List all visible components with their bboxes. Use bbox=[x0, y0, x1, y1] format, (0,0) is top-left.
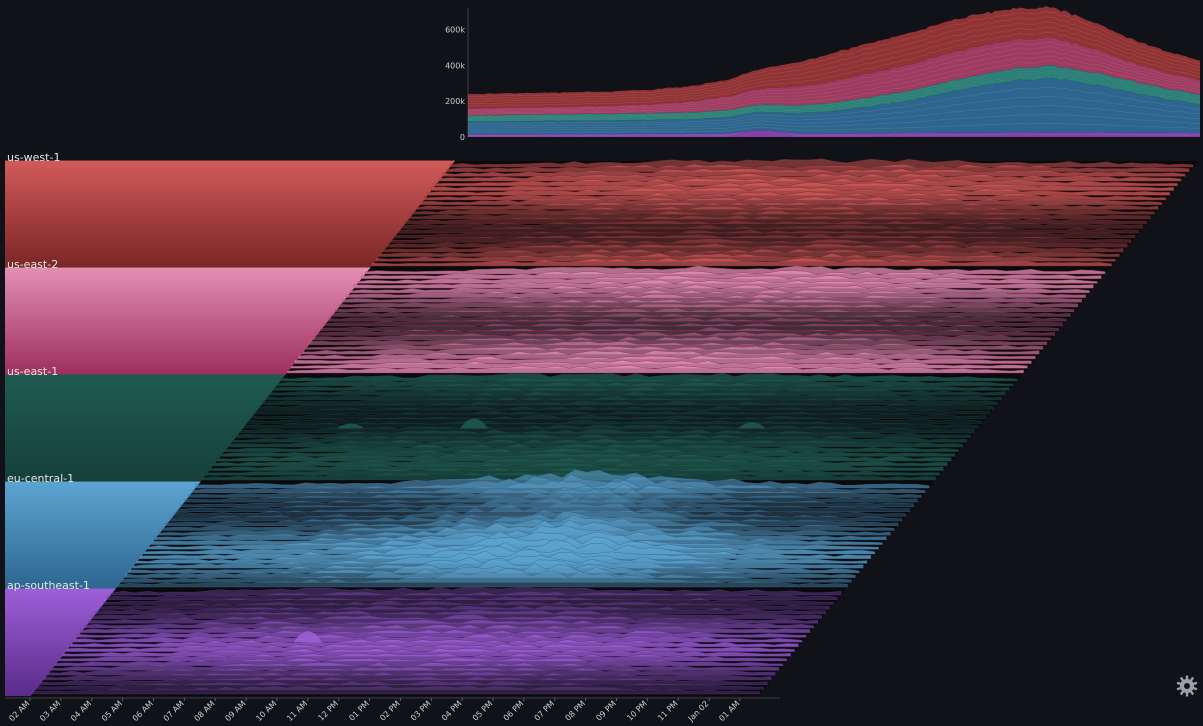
ridgeline-chart: 02 AM 03 AM 04 AM 05 AM 06 AM 07 AM 08 AM 09 AM… bbox=[5, 158, 1198, 724]
mini-series-us-west-1 bbox=[468, 6, 1200, 109]
band-panel-us-east-2 bbox=[5, 268, 371, 375]
mini-series-lines-ap-southeast-1 bbox=[468, 130, 1200, 137]
x-tick-label: 05 AM bbox=[100, 699, 124, 723]
x-tick-label: 12 PM bbox=[316, 699, 340, 723]
peak-us-east-1 bbox=[336, 423, 365, 429]
band-panel-ap-southeast-1 bbox=[5, 589, 116, 696]
mini-series-eu-central-1 bbox=[468, 78, 1200, 135]
ridge-band-ap-southeast-1 bbox=[30, 586, 847, 696]
x-tick-label: 03 AM bbox=[38, 699, 62, 723]
band-panel-eu-central-1 bbox=[5, 482, 201, 589]
x-tick-label: 08 PM bbox=[563, 699, 587, 723]
mini-series-lines-eu-central-1 bbox=[467, 86, 1201, 133]
peak-ap-southeast-1 bbox=[293, 631, 322, 643]
x-tick-label: 05 PM bbox=[471, 699, 495, 723]
region-label-ap-southeast-1: ap-southeast-1 bbox=[7, 579, 90, 592]
region-label-us-east-1: us-east-1 bbox=[7, 365, 59, 378]
region-label-eu-central-1: eu-central-1 bbox=[7, 472, 75, 485]
x-tick-label: 03 PM bbox=[409, 699, 433, 723]
region-label-us-west-1: us-west-1 bbox=[7, 151, 61, 164]
x-tick-label: 11 AM bbox=[285, 699, 309, 723]
x-tick-label: 04 AM bbox=[69, 699, 93, 723]
mini-y-tick: 0 bbox=[460, 133, 465, 142]
ridge-band-us-west-1 bbox=[370, 158, 1198, 268]
region-label-us-east-2: us-east-2 bbox=[7, 258, 59, 271]
peak-us-east-1 bbox=[737, 422, 766, 429]
x-tick-label: 07 AM bbox=[162, 699, 186, 723]
band-panel-us-west-1 bbox=[5, 161, 455, 268]
mini-y-tick: 600k bbox=[445, 26, 465, 35]
mini-series-lines-us-east-2 bbox=[467, 41, 1201, 115]
x-tick-label: 11 PM bbox=[656, 699, 680, 723]
peak-us-east-1 bbox=[460, 418, 489, 429]
x-tick-label: 09 AM bbox=[223, 699, 247, 723]
x-tick-label: 10 PM bbox=[625, 699, 649, 723]
x-tick-label: Jan 02 bbox=[686, 699, 711, 724]
mini-series-us-east-1 bbox=[468, 65, 1200, 122]
overview-stacked-area-chart: 0 200k 400k 600k bbox=[445, 6, 1201, 142]
x-tick-label: 10 AM bbox=[254, 699, 278, 723]
ridge-band-us-east-1 bbox=[200, 372, 1022, 482]
ridge-band-us-east-2 bbox=[285, 265, 1111, 375]
x-tick-label: 04 PM bbox=[440, 699, 464, 723]
x-tick-label: 01 AM bbox=[717, 699, 741, 723]
mini-series-lines-us-east-1 bbox=[467, 66, 1201, 122]
x-tick-label: 01 PM bbox=[347, 699, 371, 723]
x-tick-label: 06 AM bbox=[131, 699, 155, 723]
x-tick-label: 07 PM bbox=[533, 699, 557, 723]
mini-series-us-east-2 bbox=[468, 37, 1200, 116]
ridge-band-eu-central-1 bbox=[115, 469, 934, 589]
gear-icon[interactable] bbox=[1175, 674, 1199, 698]
x-tick-label: 08 AM bbox=[193, 699, 217, 723]
mini-y-tick: 400k bbox=[445, 61, 465, 70]
x-tick-label: 02 AM bbox=[7, 699, 31, 723]
mini-series-lines-us-west-1 bbox=[467, 10, 1201, 107]
mini-y-tick: 200k bbox=[445, 97, 465, 106]
x-tick-label: 06 PM bbox=[502, 699, 526, 723]
band-panel-us-east-1 bbox=[5, 375, 286, 482]
x-tick-label: 02 PM bbox=[378, 699, 402, 723]
x-tick-label: 09 PM bbox=[594, 699, 618, 723]
